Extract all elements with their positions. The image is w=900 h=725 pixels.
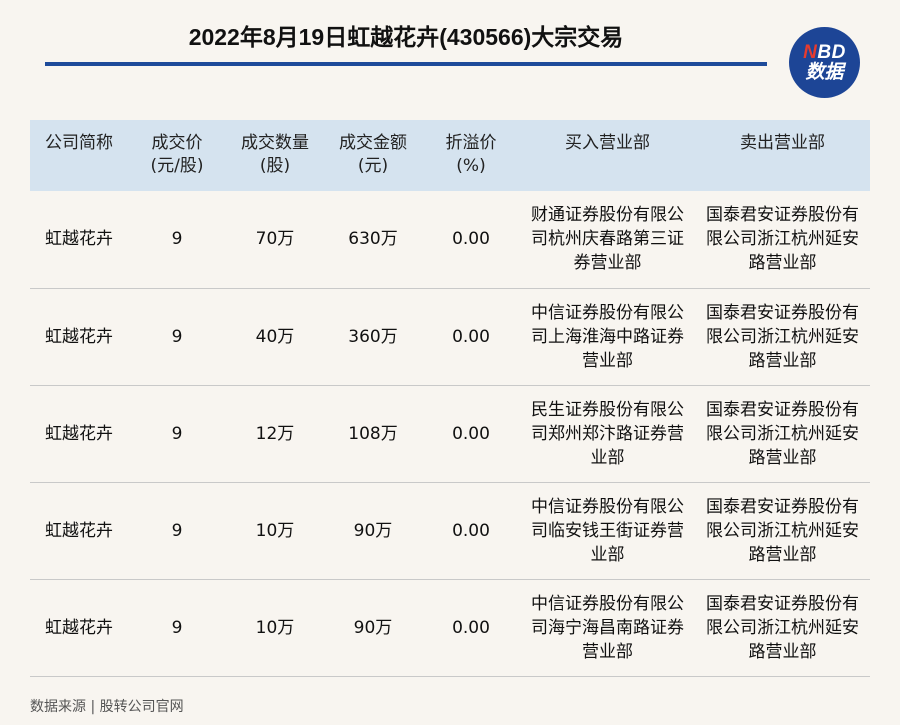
cell-price: 9 [128,579,226,677]
cell-price: 9 [128,482,226,580]
cell-amount: 630万 [324,191,422,289]
cell-company: 虹越花卉 [30,385,128,483]
cell-buyer: 中信证券股份有限公司上海淮海中路证券营业部 [520,288,695,386]
cell-company: 虹越花卉 [30,191,128,289]
logo-top-text: NBD [803,41,846,63]
header-col-amount: 成交金额 (元) [339,133,407,176]
header-col-premium: 折溢价 (%) [445,133,497,176]
cell-premium: 0.00 [422,288,520,386]
table-row: 虹越花卉 9 10万 90万 0.00 中信证券股份有限公司临安钱王街证券营业部 国泰君安证… [30,482,870,580]
table-header: 公司简称 成交价 (元/股) 成交数量 (股) 成交金额 (元) 折溢价 (%) 买入营业部 卖出营… [30,120,870,191]
header-col-seller: 卖出营业部 [740,133,825,153]
cell-volume: 10万 [226,579,324,677]
data-source-note: 数据来源 | 股转公司官网 [30,699,184,715]
cell-amount: 108万 [324,385,422,483]
table-header-row: 公司简称 成交价 (元/股) 成交数量 (股) 成交金额 (元) 折溢价 (%) 买入营业部 卖出营… [30,120,870,191]
table-row: 虹越花卉 9 12万 108万 0.00 民生证券股份有限公司郑州郑汴路证券营业部 国泰君安… [30,385,870,483]
nbd-logo: NBD 数据 [789,27,860,98]
logo-bd: BD [817,41,846,63]
cell-premium: 0.00 [422,191,520,289]
logo-n: N [803,41,818,63]
header-col-price: 成交价 (元/股) [150,133,204,176]
cell-premium: 0.00 [422,482,520,580]
cell-price: 9 [128,191,226,289]
table-row: 虹越花卉 9 10万 90万 0.00 中信证券股份有限公司海宁海昌南路证券营业部 国泰君安… [30,579,870,677]
title-underline [45,62,767,66]
header-col-volume: 成交数量 (股) [241,133,309,176]
cell-seller: 国泰君安证券股份有限公司浙江杭州延安路营业部 [695,385,870,483]
cell-buyer: 中信证券股份有限公司海宁海昌南路证券营业部 [520,579,695,677]
cell-seller: 国泰君安证券股份有限公司浙江杭州延安路营业部 [695,288,870,386]
cell-amount: 360万 [324,288,422,386]
cell-volume: 40万 [226,288,324,386]
cell-company: 虹越花卉 [30,288,128,386]
block-trade-table: 公司简称 成交价 (元/股) 成交数量 (股) 成交金额 (元) 折溢价 (%) 买入营业部 卖出营… [30,120,870,677]
cell-buyer: 民生证券股份有限公司郑州郑汴路证券营业部 [520,385,695,483]
cell-amount: 90万 [324,579,422,677]
page-title: 2022年8月19日虹越花卉(430566)大宗交易 [188,24,624,50]
cell-buyer: 财通证券股份有限公司杭州庆春路第三证券营业部 [520,191,695,289]
cell-price: 9 [128,288,226,386]
cell-company: 虹越花卉 [30,579,128,677]
cell-volume: 70万 [226,191,324,289]
cell-premium: 0.00 [422,579,520,677]
cell-company: 虹越花卉 [30,482,128,580]
cell-amount: 90万 [324,482,422,580]
cell-buyer: 中信证券股份有限公司临安钱王街证券营业部 [520,482,695,580]
logo-bottom-text: 数据 [805,61,844,83]
table-row: 虹越花卉 9 70万 630万 0.00 财通证券股份有限公司杭州庆春路第三证券营业部 国泰… [30,191,870,289]
header-col-buyer: 买入营业部 [565,133,650,153]
cell-volume: 10万 [226,482,324,580]
cell-price: 9 [128,385,226,483]
cell-volume: 12万 [226,385,324,483]
cell-seller: 国泰君安证券股份有限公司浙江杭州延安路营业部 [695,191,870,289]
cell-seller: 国泰君安证券股份有限公司浙江杭州延安路营业部 [695,482,870,580]
cell-premium: 0.00 [422,385,520,483]
table-body: 虹越花卉 9 70万 630万 0.00 财通证券股份有限公司杭州庆春路第三证券营业部 国泰… [30,191,870,677]
table-row: 虹越花卉 9 40万 360万 0.00 中信证券股份有限公司上海淮海中路证券营业部 国泰君… [30,288,870,386]
header-col-company: 公司简称 [45,133,113,153]
cell-seller: 国泰君安证券股份有限公司浙江杭州延安路营业部 [695,579,870,677]
